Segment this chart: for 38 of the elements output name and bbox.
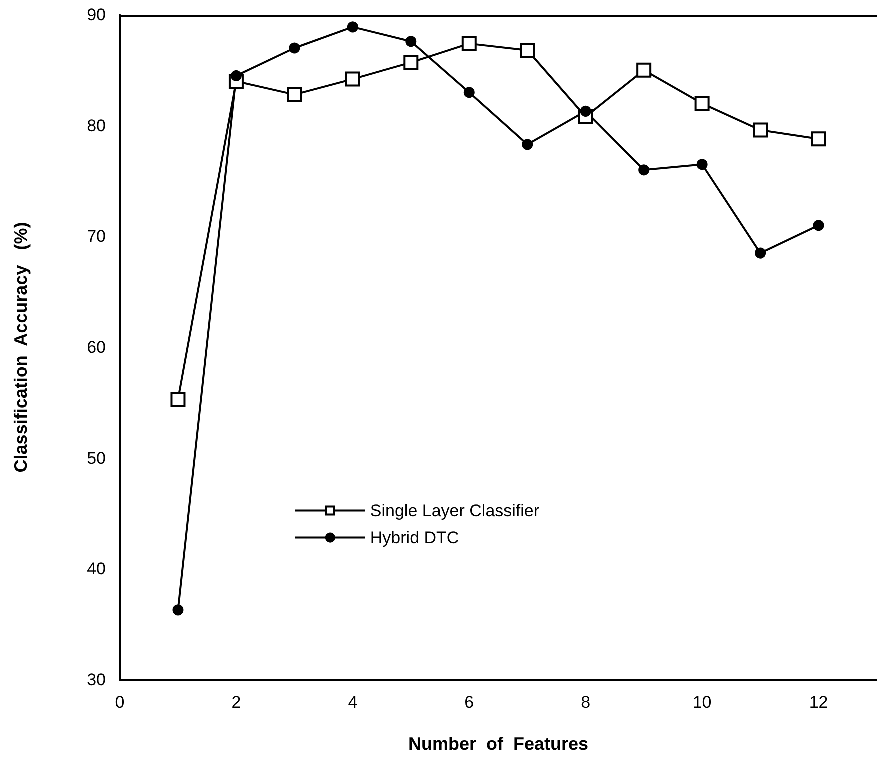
point [753,122,768,138]
x-tick-label: 0 [115,693,125,712]
point [289,42,300,54]
x-tick-label: 4 [348,693,358,712]
y-tick-label: 60 [87,338,106,357]
point [170,392,186,408]
point [520,42,536,58]
y-tick-label: 40 [87,560,106,579]
x-tick-label: 12 [809,693,828,712]
x-tick-label: 6 [464,693,474,712]
point [462,36,477,52]
y-tick-label: 50 [87,448,106,468]
x-tick-label: 10 [692,693,712,712]
legend-label: Hybrid DTC [370,528,460,548]
point [464,87,475,98]
point [694,96,710,112]
point [406,36,417,48]
point [755,248,766,259]
x-axis-title: Number of Features [408,734,589,754]
point [345,72,360,87]
point [813,220,824,232]
y-axis-title: Classification Accuracy (%) [11,222,31,473]
legend-label: Single Layer Classifier [370,501,540,520]
x-tick-label: 2 [232,693,242,712]
point [811,132,826,147]
y-tick-label: 30 [87,670,106,690]
point [636,62,652,78]
point [172,604,184,616]
y-tick-label: 70 [87,227,106,246]
point [404,55,419,70]
point [638,164,650,176]
point [696,159,708,170]
point [522,139,534,150]
y-tick-label: 80 [87,116,106,136]
point [347,22,358,33]
point [287,87,302,102]
x-tick-label: 8 [581,693,591,712]
y-tick-label: 90 [87,6,106,24]
